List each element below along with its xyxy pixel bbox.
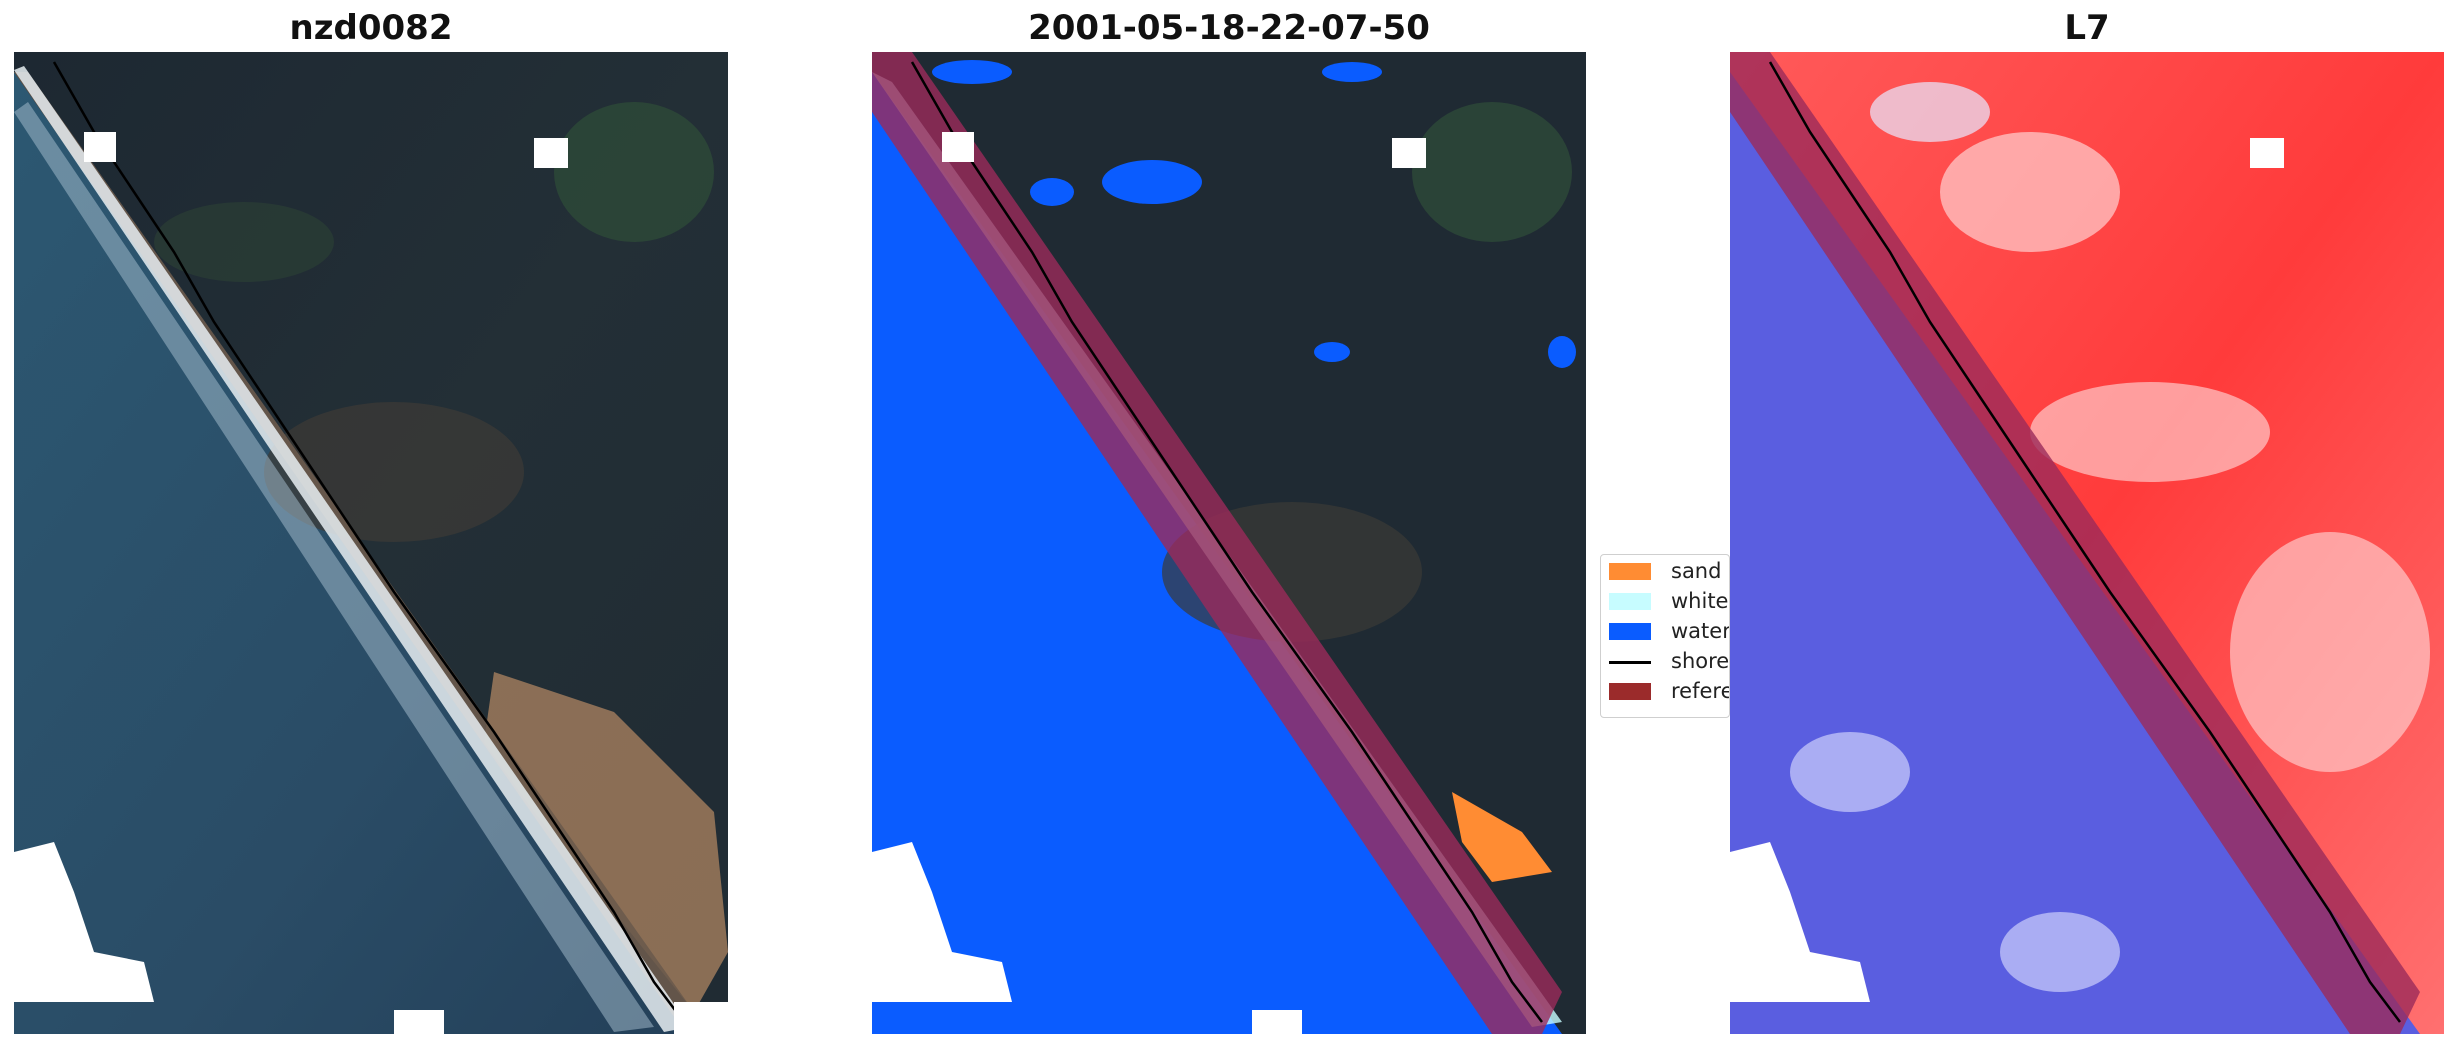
legend-label: reference shoreline buffer: [1671, 679, 1729, 703]
index-pale-area: [1870, 82, 1990, 142]
cloud: [14, 842, 154, 1002]
haze: [1790, 732, 1910, 812]
cloud: [2250, 138, 2284, 168]
water-class-inland: [932, 60, 1012, 84]
index-image: [1730, 52, 2444, 1034]
green-vegetation: [154, 202, 334, 282]
cloud: [394, 1010, 444, 1034]
index-pale-area: [2230, 532, 2430, 772]
panel-title-rgb: nzd0082: [289, 8, 453, 48]
panel-title-classified: 2001-05-18-22-07-50: [1028, 8, 1430, 48]
index-pale-area: [2030, 382, 2270, 482]
green-vegetation: [554, 102, 714, 242]
water-class-inland: [1322, 62, 1382, 82]
surf-zone: [14, 102, 654, 1032]
cloud: [872, 842, 1012, 1002]
index-pale-area: [1940, 132, 2120, 252]
cloud: [534, 138, 568, 168]
legend-item-water: water: [1609, 617, 1730, 645]
green-vegetation: [1412, 102, 1572, 242]
sand-dunes: [484, 672, 728, 1012]
rgb-image: [14, 52, 728, 1034]
cloud: [674, 1002, 728, 1034]
shoreline: [910, 61, 1543, 1023]
classified-image-panel: [872, 52, 1586, 1034]
cloud: [1252, 1010, 1302, 1034]
index-image-panel: [1730, 52, 2444, 1034]
water-class-inland: [1314, 342, 1350, 362]
surf-zone: [14, 66, 690, 1032]
shoreline-line-swatch: [1609, 661, 1651, 664]
classified-image: [872, 52, 1586, 1034]
legend-label: shoreline: [1671, 649, 1730, 673]
cloud: [84, 132, 116, 162]
cloud: [1730, 842, 1870, 1002]
shoreline: [1768, 61, 2401, 1023]
legend-label: water: [1671, 619, 1730, 643]
water-class-inland: [1548, 336, 1576, 368]
reference-buffer-swatch: [1609, 683, 1651, 700]
legend-item-shoreline: shoreline: [1609, 647, 1730, 675]
legend-item-reference-buffer: reference shoreline buffer: [1609, 677, 1729, 705]
shoreline: [52, 61, 685, 1023]
rgb-image-panel: [14, 52, 728, 1034]
legend-item-sand: sand: [1609, 557, 1729, 585]
water-class-inland: [1030, 178, 1074, 206]
legend-label: sand: [1671, 559, 1722, 583]
water-class-inland: [1102, 160, 1202, 204]
water-swatch: [1609, 623, 1651, 640]
whitewater-swatch: [1609, 593, 1651, 610]
sand-class: [1452, 792, 1552, 882]
sand-swatch: [1609, 563, 1651, 580]
panel-title-index: L7: [2064, 8, 2110, 48]
cloud: [1392, 138, 1426, 168]
haze: [2000, 912, 2120, 992]
cloud: [942, 132, 974, 162]
